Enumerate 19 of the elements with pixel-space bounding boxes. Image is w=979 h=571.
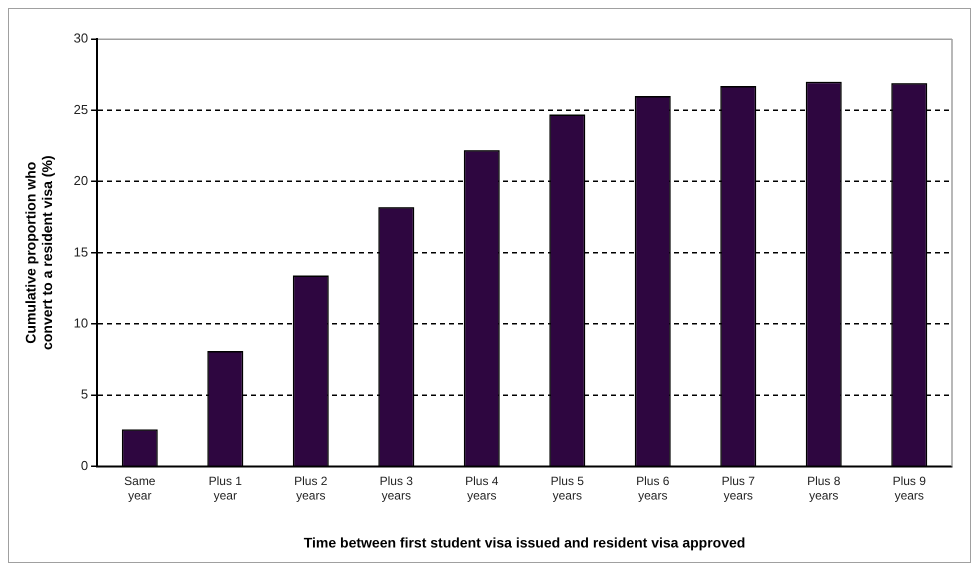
x-tick-label: Plus 7 years xyxy=(722,474,756,502)
y-tick-label: 20 xyxy=(74,173,88,188)
y-tick-label: 15 xyxy=(74,244,88,260)
y-tick-label: 5 xyxy=(80,386,88,402)
x-tick-label: Plus 8 years xyxy=(807,474,841,502)
x-tick-label: Plus 2 years xyxy=(294,474,328,502)
x-tick-label: Plus 1 year xyxy=(208,474,242,502)
y-axis-title: Cumulative proportion who convert to a resident visa (%) xyxy=(22,155,56,350)
y-tick-label: 25 xyxy=(74,102,88,117)
x-tick-label: Plus 5 years xyxy=(550,474,584,502)
x-tick-label: Plus 9 years xyxy=(892,474,926,502)
y-tick-label: 0 xyxy=(80,458,88,473)
y-tick-label: 30 xyxy=(74,30,88,46)
x-tick-label: Plus 3 years xyxy=(380,474,414,502)
x-tick-label: Plus 6 years xyxy=(636,474,670,502)
x-axis-title: Time between first student visa issued and resident visa approved xyxy=(304,534,746,550)
x-tick-label: Same year xyxy=(124,474,156,502)
x-tick-label: Plus 4 years xyxy=(465,474,499,502)
y-tick-label: 10 xyxy=(74,316,88,331)
